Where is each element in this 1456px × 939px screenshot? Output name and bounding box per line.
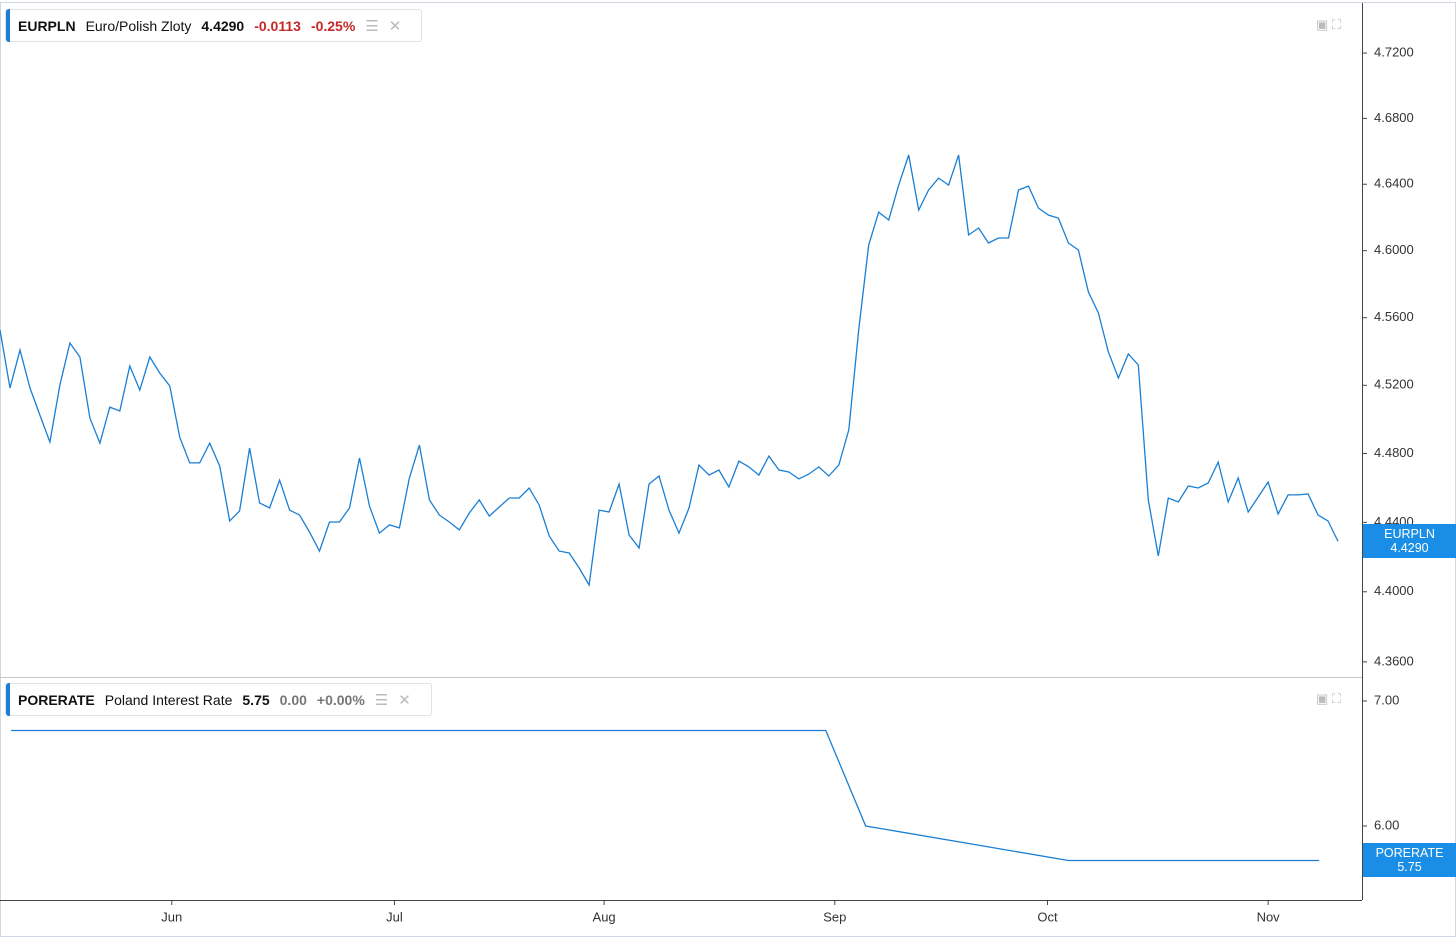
badge-value: 5.75 bbox=[1397, 860, 1422, 875]
panel-controls[interactable]: ▣ ⛶ bbox=[1316, 17, 1341, 32]
panel-controls[interactable]: ▣ ⛶ bbox=[1316, 691, 1341, 706]
y-tick-label: 7.00 bbox=[1374, 692, 1399, 707]
y-tick-label: 4.5600 bbox=[1374, 309, 1414, 324]
series-name: Euro/Polish Zloty bbox=[85, 17, 192, 34]
series-line bbox=[11, 729, 1320, 862]
symbol: PORERATE bbox=[18, 691, 95, 708]
y-tick-label: 6.00 bbox=[1374, 817, 1399, 832]
x-tick-label: Jul bbox=[386, 909, 403, 924]
series-line bbox=[0, 154, 1339, 587]
change: 0.00 bbox=[279, 691, 307, 708]
badge-value: 4.4290 bbox=[1390, 541, 1429, 556]
layers-icon[interactable]: ☰ bbox=[365, 17, 379, 35]
legend-stripe bbox=[6, 683, 10, 716]
x-tick-label: Nov bbox=[1257, 909, 1281, 924]
symbol: EURPLN bbox=[18, 17, 76, 34]
y-tick-label: 4.5200 bbox=[1374, 377, 1414, 392]
change: -0.0113 bbox=[254, 17, 301, 34]
badge-symbol: PORERATE bbox=[1375, 846, 1444, 861]
change-pct: -0.25% bbox=[310, 17, 356, 34]
x-tick-label: Sep bbox=[823, 909, 846, 924]
x-tick-label: Aug bbox=[593, 909, 616, 924]
last-value: 4.4290 bbox=[201, 17, 245, 34]
layers-icon[interactable]: ☰ bbox=[374, 691, 389, 709]
y-tick-label: 4.7200 bbox=[1374, 45, 1414, 60]
legend-box: PORERATE Poland Interest Rate 5.75 0.00 … bbox=[5, 683, 432, 716]
y-tick-label: 4.6400 bbox=[1374, 176, 1414, 191]
y-tick-label: 4.3600 bbox=[1374, 653, 1414, 668]
x-tick-label: Jun bbox=[161, 909, 182, 924]
close-icon[interactable]: ✕ bbox=[388, 17, 402, 35]
y-tick-label: 4.6800 bbox=[1374, 110, 1414, 125]
last-badge: EURPLN 4.4290 bbox=[1363, 524, 1456, 559]
close-icon[interactable]: ✕ bbox=[398, 691, 411, 709]
legend-stripe bbox=[6, 9, 10, 42]
change-pct: +0.00% bbox=[316, 691, 365, 708]
last-value: 5.75 bbox=[242, 691, 270, 708]
y-tick-label: 4.6000 bbox=[1374, 242, 1414, 257]
y-tick-label: 4.4800 bbox=[1374, 445, 1414, 460]
y-tick-label: 4.4000 bbox=[1374, 583, 1414, 598]
x-tick-label: Oct bbox=[1037, 909, 1058, 924]
last-badge: PORERATE 5.75 bbox=[1363, 843, 1456, 878]
series-name: Poland Interest Rate bbox=[104, 691, 233, 708]
legend-box: EURPLN Euro/Polish Zloty 4.4290 -0.0113 … bbox=[5, 9, 423, 42]
badge-symbol: EURPLN bbox=[1384, 527, 1435, 542]
